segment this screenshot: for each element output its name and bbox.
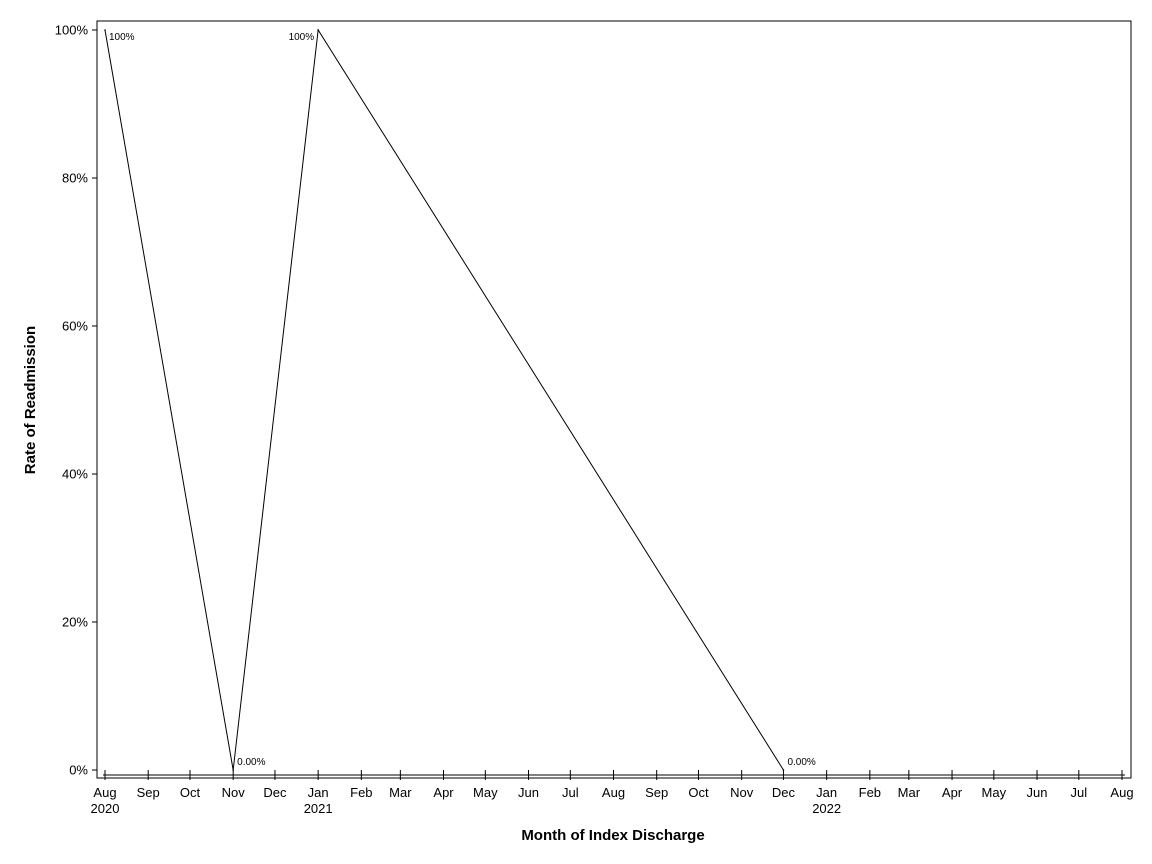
y-axis-title: Rate of Readmission [22, 326, 39, 474]
data-label: 100% [289, 32, 315, 43]
x-year-label: 2021 [304, 801, 333, 816]
x-tick-label: Nov [222, 785, 246, 800]
x-year-label: 2022 [812, 801, 841, 816]
x-tick-label: Feb [350, 785, 372, 800]
x-tick-label: Apr [433, 785, 454, 800]
x-tick-label: Jun [518, 785, 539, 800]
y-tick-label: 80% [62, 171, 88, 186]
data-point [232, 769, 234, 771]
data-label: 0.00% [787, 757, 815, 768]
x-tick-label: Nov [730, 785, 754, 800]
x-tick-label: Aug [1110, 785, 1133, 800]
x-axis: Aug Sep Oct Nov Dec Jan Feb Mar Apr May Jun Jul Aug S… [91, 770, 1134, 816]
y-tick-label: 40% [62, 467, 88, 482]
x-tick-label: May [982, 785, 1007, 800]
x-tick-label: Jul [562, 785, 579, 800]
series-layer: 100% 0.00% 100% 0.00% [104, 28, 816, 771]
x-tick-label: Aug [93, 785, 116, 800]
x-tick-label: Aug [602, 785, 625, 800]
x-tick-label: Oct [180, 785, 201, 800]
x-tick-label: Apr [942, 785, 963, 800]
data-label: 0.00% [237, 757, 265, 768]
x-tick-label: May [473, 785, 498, 800]
x-tick-label: Feb [859, 785, 881, 800]
x-tick-label: Sep [137, 785, 160, 800]
data-point [782, 769, 785, 771]
x-tick-label: Mar [389, 785, 412, 800]
data-label: 100% [109, 32, 135, 43]
y-tick-label: 20% [62, 615, 88, 630]
x-tick-label: Jul [1070, 785, 1087, 800]
y-tick-label: 60% [62, 319, 88, 334]
x-tick-label: Jan [308, 785, 329, 800]
y-tick-label: 0% [69, 763, 88, 778]
x-axis-title: Month of Index Discharge [521, 827, 704, 844]
x-tick-label: Jun [1027, 785, 1048, 800]
y-tick-label: 100% [55, 23, 89, 38]
y-axis: 0% 20% 40% 60% 80% 100% [55, 23, 97, 778]
x-tick-label: Mar [898, 785, 921, 800]
series-line [104, 28, 784, 771]
x-tick-label: Jan [816, 785, 837, 800]
x-tick-label: Dec [263, 785, 287, 800]
x-tick-label: Sep [645, 785, 668, 800]
data-point [104, 29, 106, 31]
data-point [317, 29, 319, 31]
plot-frame [96, 20, 1132, 779]
x-tick-label: Oct [688, 785, 709, 800]
x-tick-label: Dec [772, 785, 796, 800]
x-year-label: 2020 [91, 801, 120, 816]
